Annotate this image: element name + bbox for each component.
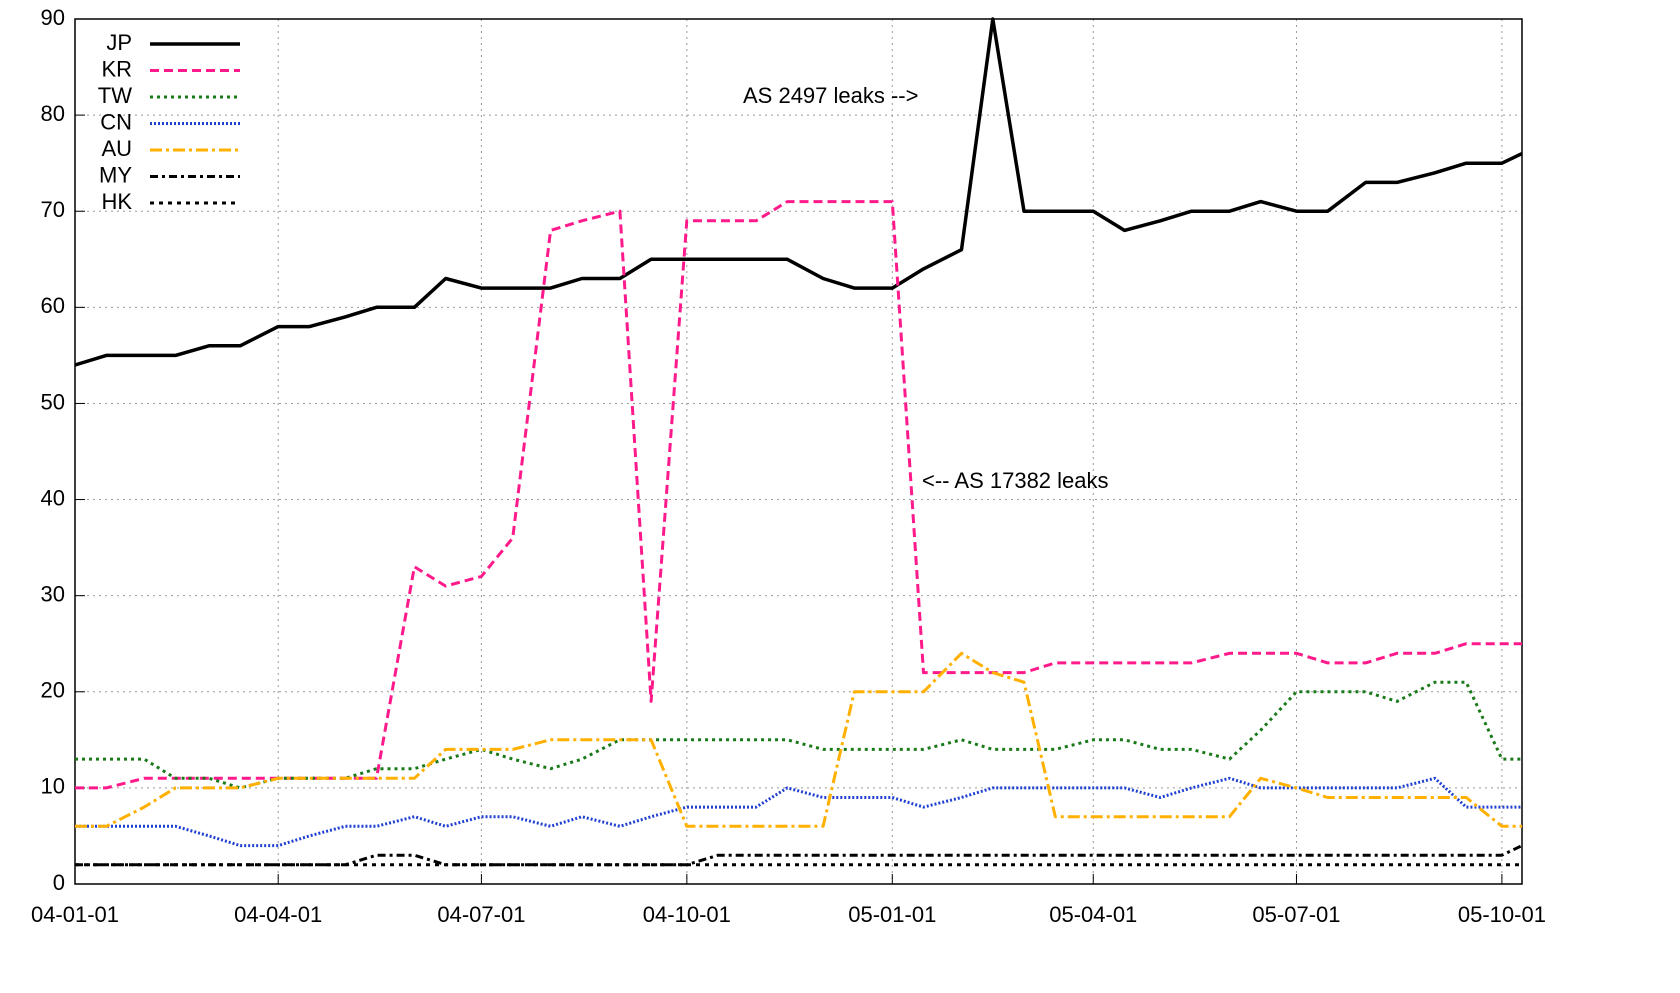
legend-label: CN xyxy=(100,109,132,134)
series-line xyxy=(75,844,1523,867)
series-line xyxy=(75,651,1522,828)
y-tick-label: 20 xyxy=(41,678,65,703)
y-tick-label: 70 xyxy=(41,197,65,222)
legend-label: JP xyxy=(106,30,132,55)
x-tick-label: 04-01-01 xyxy=(31,902,119,927)
legend-label: MY xyxy=(99,162,132,187)
y-tick-label: 80 xyxy=(41,101,65,126)
y-tick-label: 90 xyxy=(41,5,65,30)
x-tick-label: 05-01-01 xyxy=(848,902,936,927)
legend-label: KR xyxy=(101,56,132,81)
legend-label: AU xyxy=(101,136,132,161)
x-tick-label: 04-07-01 xyxy=(437,902,525,927)
series-line xyxy=(75,776,1522,848)
legend-label: HK xyxy=(101,189,132,214)
annotation: <-- AS 17382 leaks xyxy=(922,468,1109,493)
y-tick-label: 40 xyxy=(41,485,65,510)
series-line xyxy=(75,680,1522,790)
legend-label: TW xyxy=(98,83,132,108)
x-tick-label: 04-04-01 xyxy=(234,902,322,927)
annotation: AS 2497 leaks --> xyxy=(743,83,918,108)
x-tick-label: 04-10-01 xyxy=(643,902,731,927)
plot-frame xyxy=(74,18,1523,885)
y-tick-label: 10 xyxy=(41,774,65,799)
x-tick-label: 05-10-01 xyxy=(1458,902,1546,927)
y-tick-label: 50 xyxy=(41,389,65,414)
y-tick-label: 60 xyxy=(41,293,65,318)
x-tick-label: 05-07-01 xyxy=(1252,902,1340,927)
series-line xyxy=(75,200,1522,790)
y-tick-label: 0 xyxy=(53,870,65,895)
y-tick-label: 30 xyxy=(41,581,65,606)
x-tick-label: 05-04-01 xyxy=(1049,902,1137,927)
series-line xyxy=(74,17,1523,367)
